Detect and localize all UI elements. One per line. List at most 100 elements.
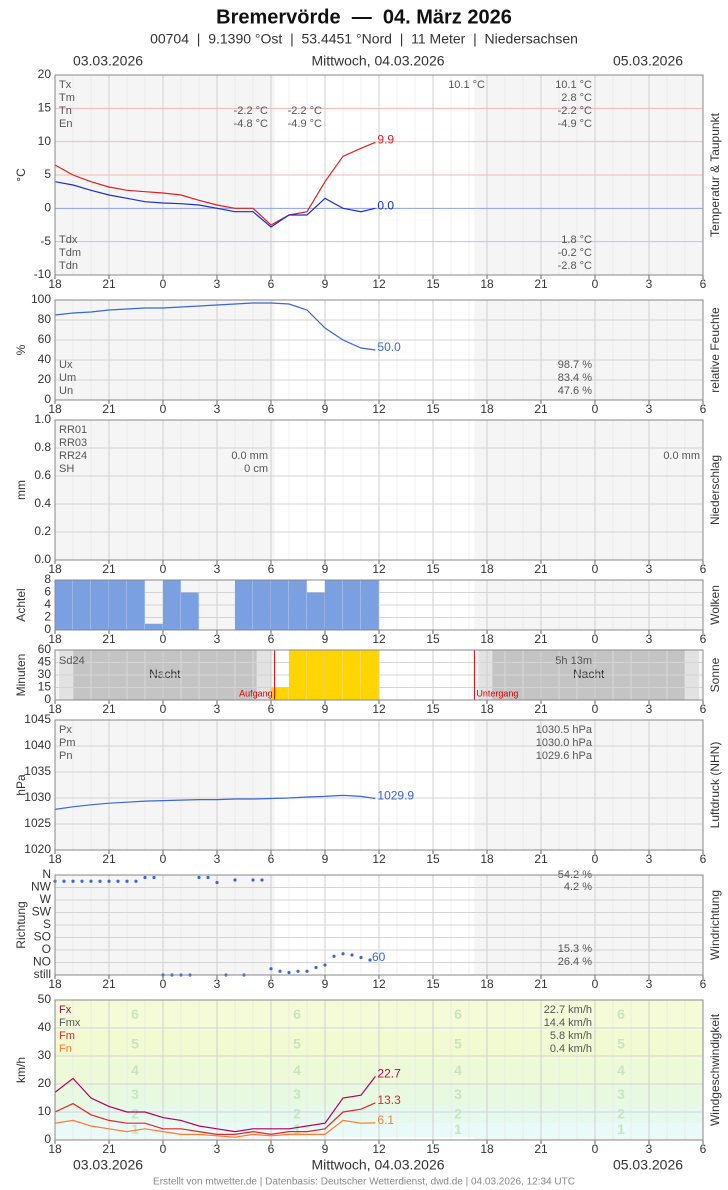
- x-tick-label: 15: [426, 1142, 440, 1156]
- y-axis-label: Richtung: [14, 901, 28, 948]
- x-tick-label: 6: [700, 562, 707, 576]
- stat-value: 0.0 mm: [231, 450, 268, 462]
- date-right: 05.03.2026: [613, 1157, 683, 1173]
- bar: [73, 580, 91, 630]
- x-tick-label: 9: [322, 702, 329, 716]
- x-tick-label: 21: [102, 977, 116, 991]
- x-tick-label: 6: [268, 402, 275, 416]
- stat-label: Fx: [59, 1004, 72, 1016]
- x-tick-label: 18: [48, 852, 62, 866]
- date-center: Mittwoch, 04.03.2026: [311, 1157, 444, 1173]
- y-tick-label: SW: [32, 905, 52, 919]
- x-tick-label: 0: [592, 402, 599, 416]
- y-tick-label: 45: [38, 655, 52, 669]
- x-tick-label: 9: [322, 977, 329, 991]
- x-tick-label: 9: [322, 402, 329, 416]
- stat-label: Tn: [59, 105, 72, 117]
- end-label: 50.0: [377, 340, 401, 354]
- series-line: [54, 181, 376, 228]
- y-tick-label: 1020: [24, 842, 51, 856]
- point: [98, 879, 102, 883]
- beaufort-label: 2: [617, 1106, 625, 1122]
- x-tick-label: 18: [480, 277, 494, 291]
- point: [116, 879, 120, 883]
- point: [89, 879, 93, 883]
- x-tick-label: 15: [426, 702, 440, 716]
- x-tick-label: 6: [700, 852, 707, 866]
- stat-label: Pn: [59, 750, 72, 762]
- x-tick-label: 3: [646, 562, 653, 576]
- bar: [55, 580, 73, 630]
- beaufort-label: 5: [293, 1036, 301, 1052]
- y-axis-label: mm: [14, 480, 28, 500]
- x-tick-label: 6: [268, 277, 275, 291]
- y-tick-label: 10: [38, 134, 52, 148]
- point: [314, 965, 318, 970]
- y-tick-label: -10: [34, 267, 52, 281]
- beaufort-label: 6: [617, 1006, 625, 1022]
- x-tick-label: 18: [480, 852, 494, 866]
- y-tick-label: SO: [34, 930, 51, 944]
- side-label: Niederschlag: [708, 455, 722, 525]
- y-tick-label: 20: [38, 1076, 52, 1090]
- point: [359, 955, 363, 960]
- footer: Erstellt von mtwetter.de | Datenbasis: D…: [153, 1177, 575, 1188]
- stat-value: -4.8 °C: [234, 118, 268, 130]
- stat-label: RR01: [59, 424, 87, 436]
- x-tick-label: 21: [534, 277, 548, 291]
- beaufort-label: 4: [454, 1062, 462, 1078]
- x-tick-label: 21: [102, 852, 116, 866]
- side-label: Windgeschwindigkeit: [708, 1013, 722, 1126]
- plot-frame: [54, 579, 704, 631]
- x-tick-label: 21: [534, 1142, 548, 1156]
- plot-frame: [54, 299, 704, 401]
- beaufort-label: 4: [131, 1062, 139, 1078]
- x-tick-label: 0: [160, 277, 167, 291]
- x-tick-label: 9: [322, 852, 329, 866]
- x-tick-label: 3: [214, 402, 221, 416]
- x-tick-label: 0: [160, 702, 167, 716]
- x-tick-label: 0: [592, 977, 599, 991]
- x-tick-label: 3: [646, 977, 653, 991]
- y-tick-label: 50: [38, 992, 52, 1006]
- x-tick-label: 0: [160, 977, 167, 991]
- x-tick-label: 12: [372, 632, 386, 646]
- y-tick-label: 1040: [24, 738, 51, 752]
- y-tick-label: 60: [38, 332, 52, 346]
- x-tick-label: 6: [700, 632, 707, 646]
- bar: [145, 623, 163, 630]
- stat-value: 10.1 °C: [555, 79, 592, 91]
- stat-value: 83.4 %: [558, 372, 592, 384]
- night-label: Nacht: [573, 667, 605, 681]
- y-tick-label: 1035: [24, 764, 51, 778]
- y-tick-label: 80: [38, 312, 52, 326]
- y-tick-label: NW: [31, 880, 52, 894]
- stat-label: Tm: [59, 92, 75, 104]
- stat-value: 10.1 °C: [448, 79, 485, 91]
- side-label: Temperatur & Taupunkt: [708, 112, 722, 237]
- stat-value: 0.4 km/h: [550, 1043, 592, 1055]
- x-tick-label: 0: [592, 852, 599, 866]
- point: [368, 958, 372, 962]
- end-label: 9.9: [377, 133, 394, 147]
- stat-value: -4.9 °C: [288, 118, 322, 130]
- point: [350, 953, 354, 957]
- point: [125, 879, 129, 883]
- stat-label: Fmx: [59, 1017, 81, 1029]
- series-line: [54, 794, 376, 810]
- beaufort-label: 3: [454, 1086, 462, 1102]
- y-axis-label: km/h: [14, 1057, 28, 1083]
- page-title: Bremervörde — 04. März 2026: [216, 6, 512, 28]
- stat-value: 22.7 km/h: [544, 1004, 592, 1016]
- point: [62, 879, 66, 883]
- x-tick-label: 15: [426, 277, 440, 291]
- stat-value: 98.7 %: [558, 359, 592, 371]
- x-tick-label: 12: [372, 852, 386, 866]
- bar: [181, 592, 199, 630]
- stat-label: Fn: [59, 1043, 72, 1055]
- x-tick-label: 3: [646, 277, 653, 291]
- x-tick-label: 6: [268, 702, 275, 716]
- stat-label: Tx: [59, 79, 72, 91]
- x-tick-label: 6: [268, 977, 275, 991]
- side-label: Luftdruck (NHN): [708, 742, 722, 829]
